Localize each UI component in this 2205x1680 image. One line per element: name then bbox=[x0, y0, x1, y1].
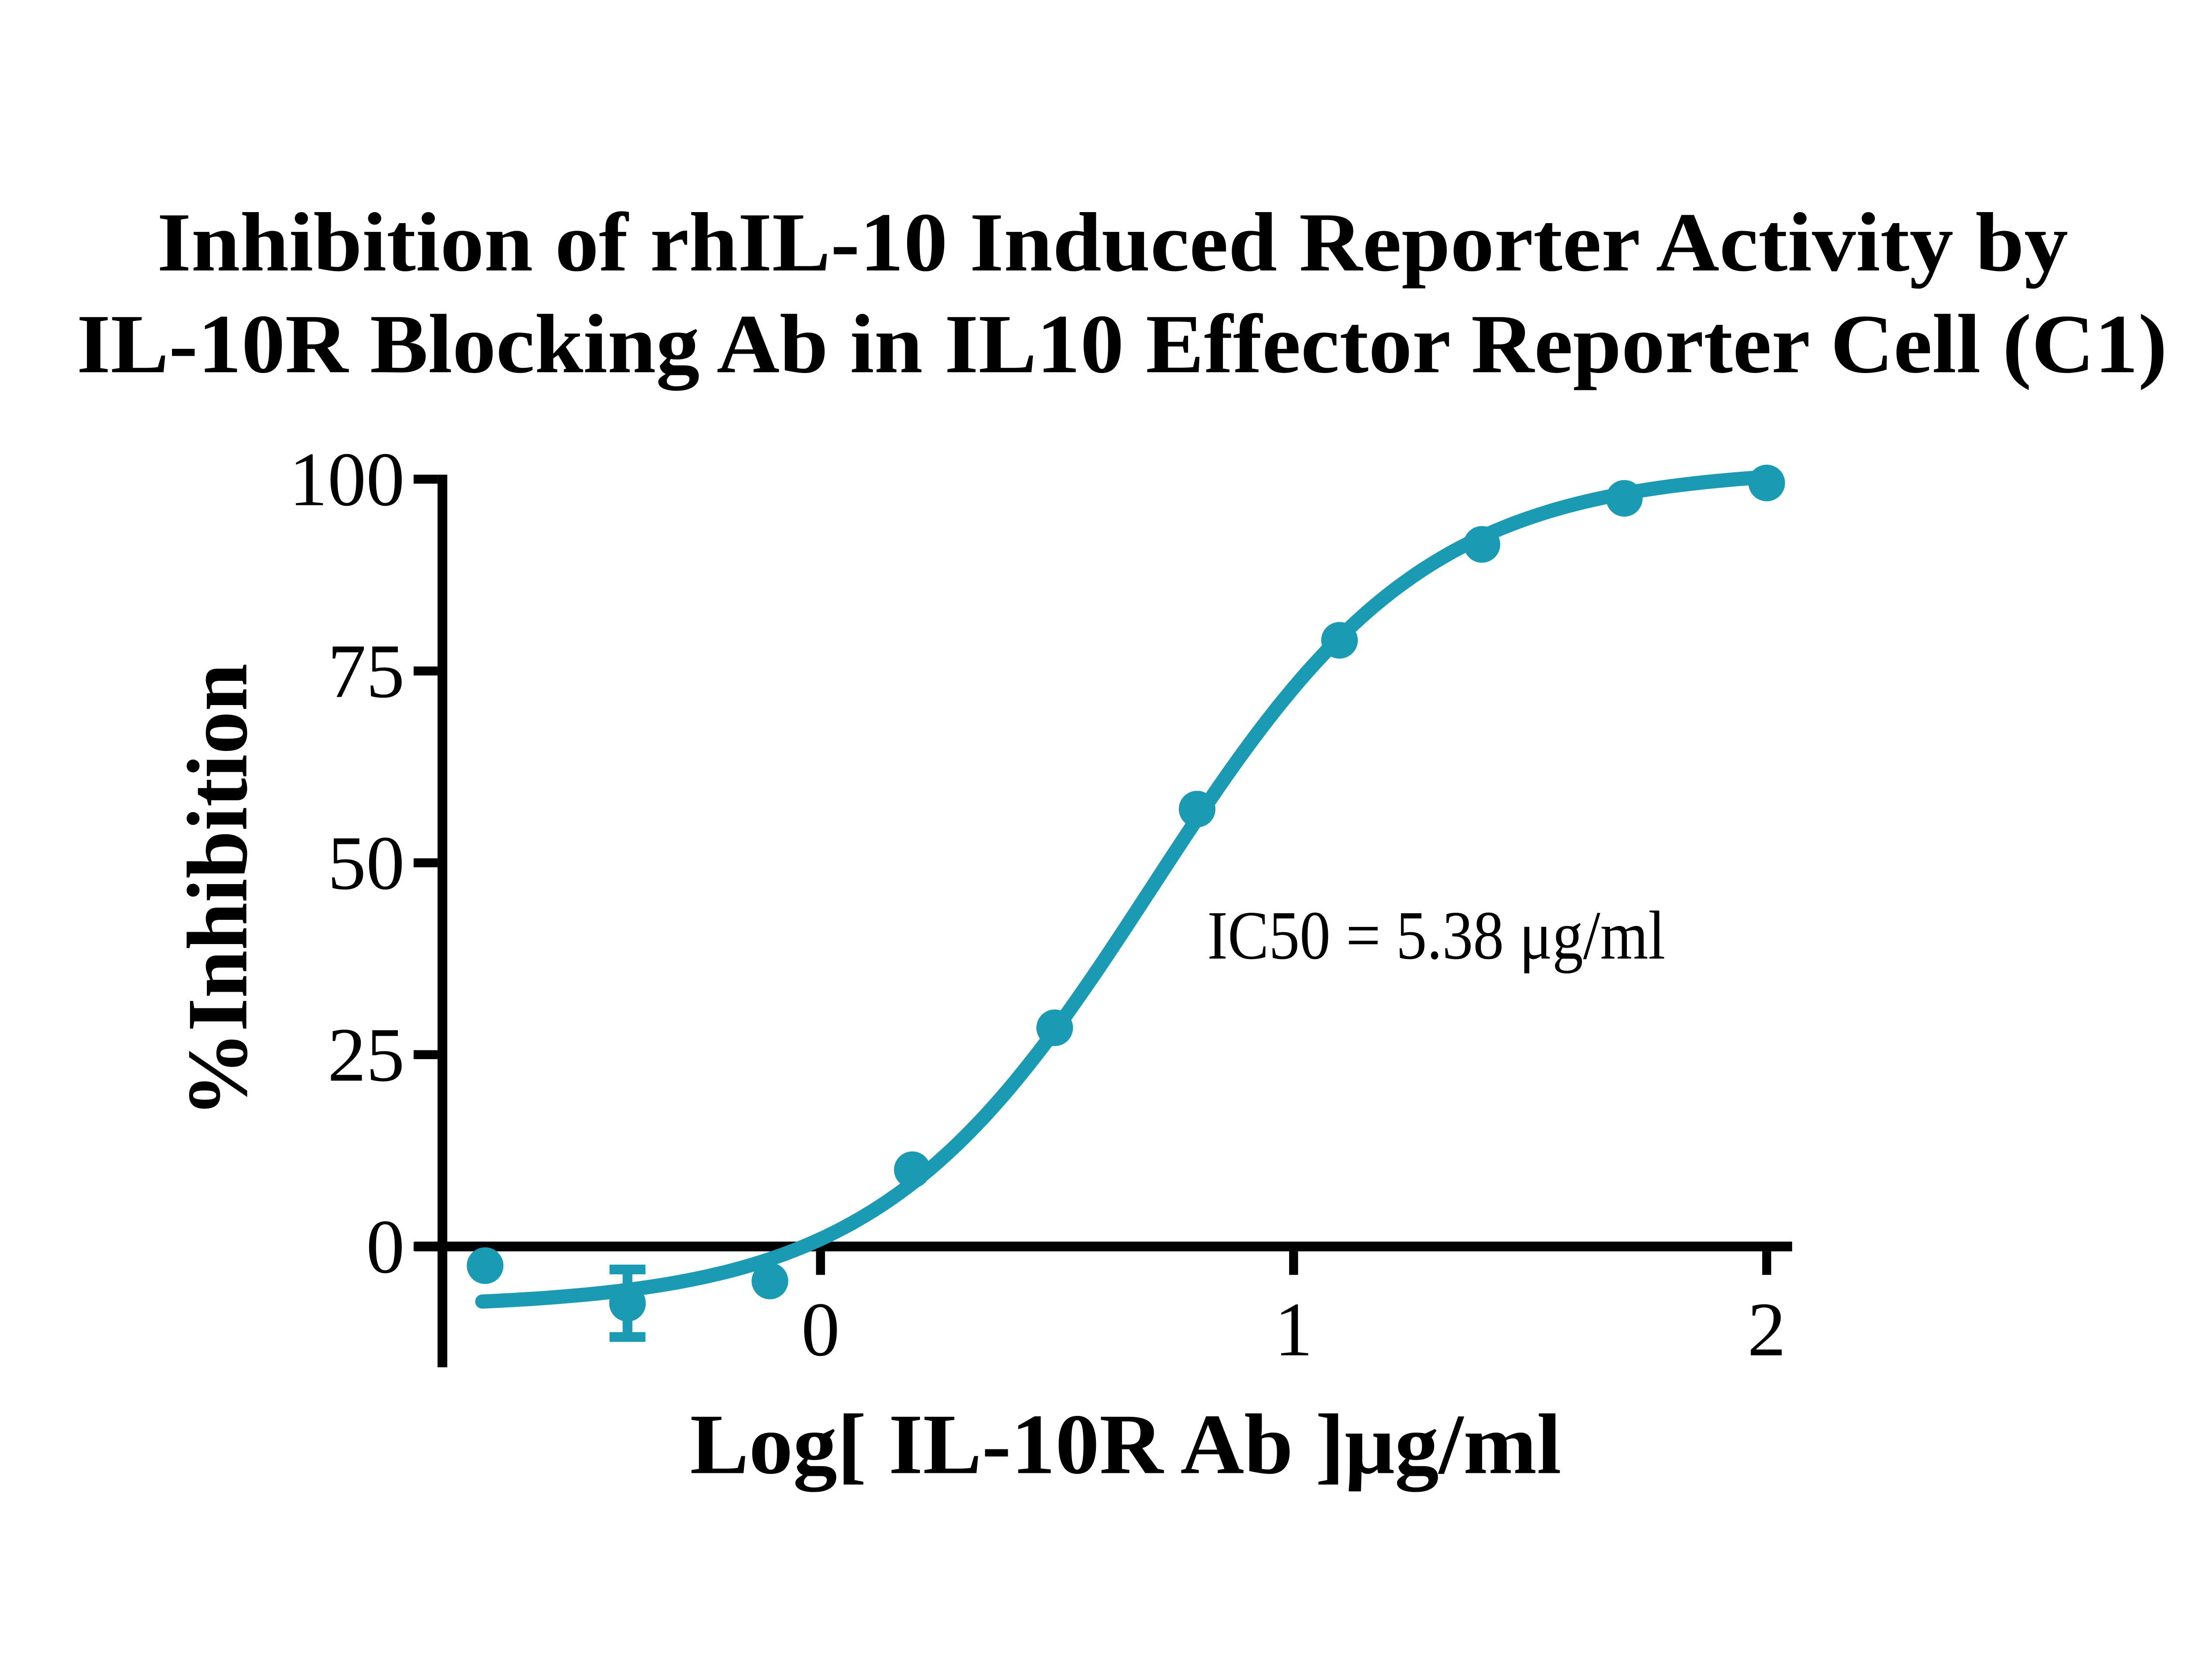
y-axis-ticks bbox=[413, 474, 438, 1251]
chart-title-line-1: Inhibition of rhIL-10 Induced Reporter A… bbox=[157, 196, 2068, 289]
data-point bbox=[1178, 791, 1216, 828]
chart-background bbox=[0, 127, 2205, 1553]
x-axis-title: Log[ IL-10R Ab ]μg/ml bbox=[690, 1397, 1562, 1492]
data-point bbox=[1321, 622, 1358, 659]
y-tick-label: 100 bbox=[289, 437, 405, 522]
x-tick-label: 2 bbox=[1747, 1287, 1786, 1372]
data-point bbox=[894, 1151, 931, 1188]
y-tick-label: 25 bbox=[328, 1012, 405, 1098]
data-point bbox=[1606, 480, 1643, 517]
data-point bbox=[1036, 1009, 1073, 1046]
y-tick-label: 0 bbox=[366, 1204, 404, 1289]
y-tick-label: 75 bbox=[328, 628, 405, 714]
x-axis-tick-labels: 0 1 2 bbox=[801, 1287, 1786, 1372]
y-axis-tick-labels: 0 25 50 75 100 bbox=[289, 437, 405, 1289]
y-axis-title: %Inhibition bbox=[170, 664, 265, 1118]
ic50-annotation: IC50 = 5.38 μg/ml bbox=[1207, 897, 1665, 974]
data-point bbox=[1748, 464, 1785, 501]
x-axis-ticks bbox=[816, 1251, 1771, 1275]
y-tick-label: 50 bbox=[328, 820, 405, 906]
data-point bbox=[609, 1285, 646, 1322]
data-point bbox=[751, 1262, 789, 1299]
x-tick-label: 1 bbox=[1274, 1287, 1313, 1372]
dose-response-curve bbox=[475, 470, 1774, 1309]
x-tick-label: 0 bbox=[801, 1287, 840, 1372]
data-point bbox=[467, 1247, 504, 1284]
chart-title-line-2: IL-10R Blocking Ab in IL10 Effector Repo… bbox=[77, 298, 2168, 391]
data-point bbox=[1463, 526, 1500, 563]
data-series bbox=[467, 464, 1785, 1342]
